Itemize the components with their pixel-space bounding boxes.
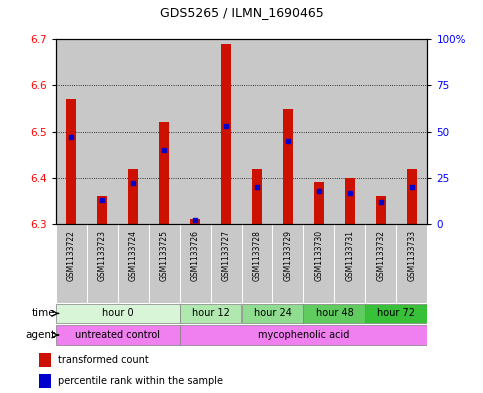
Bar (56, 224, 86, 303)
Text: hour 72: hour 72 (377, 309, 415, 318)
Text: hour 12: hour 12 (192, 309, 229, 318)
Bar (86, 39, 117, 224)
Bar (272, 39, 303, 224)
Bar (149, 39, 180, 224)
Bar (303, 39, 334, 224)
Bar (366, 39, 397, 224)
Bar (190, 219, 200, 224)
Text: GSM1133733: GSM1133733 (408, 230, 416, 281)
Text: hour 0: hour 0 (102, 309, 133, 318)
Text: GSM1133727: GSM1133727 (222, 230, 230, 281)
Text: GDS5265 / ILMN_1690465: GDS5265 / ILMN_1690465 (159, 6, 324, 19)
Bar (376, 196, 386, 224)
Text: transformed count: transformed count (58, 355, 149, 365)
Text: mycophenolic acid: mycophenolic acid (258, 330, 349, 340)
Text: GSM1133730: GSM1133730 (314, 230, 324, 281)
Bar (242, 39, 272, 224)
Bar (56, 39, 86, 224)
Bar (180, 304, 242, 323)
Bar (366, 304, 427, 323)
Text: GSM1133732: GSM1133732 (376, 230, 385, 281)
Bar (211, 224, 242, 303)
Text: hour 48: hour 48 (315, 309, 354, 318)
Bar (117, 39, 149, 224)
Bar (407, 169, 417, 224)
Text: agent: agent (26, 330, 56, 340)
Text: percentile rank within the sample: percentile rank within the sample (58, 376, 223, 386)
Bar (56, 304, 180, 323)
Bar (128, 169, 138, 224)
Bar (211, 39, 242, 224)
Bar (314, 182, 324, 224)
Text: GSM1133726: GSM1133726 (190, 230, 199, 281)
Bar (66, 99, 76, 224)
Bar (149, 224, 180, 303)
Bar (366, 224, 397, 303)
Bar (86, 224, 117, 303)
Bar (397, 224, 427, 303)
Bar (97, 196, 107, 224)
Text: GSM1133728: GSM1133728 (253, 230, 261, 281)
Text: GSM1133725: GSM1133725 (159, 230, 169, 281)
Bar (117, 224, 149, 303)
Text: GSM1133723: GSM1133723 (98, 230, 107, 281)
Text: hour 24: hour 24 (254, 309, 291, 318)
Bar (303, 224, 334, 303)
Text: untreated control: untreated control (75, 330, 160, 340)
Text: time: time (32, 309, 56, 318)
Bar (283, 108, 293, 224)
Bar (221, 44, 231, 224)
Bar (272, 224, 303, 303)
Bar (242, 304, 303, 323)
Bar (180, 325, 427, 345)
Text: GSM1133724: GSM1133724 (128, 230, 138, 281)
Bar (345, 178, 355, 224)
Bar (397, 39, 427, 224)
Bar (334, 39, 366, 224)
Text: GSM1133722: GSM1133722 (67, 230, 75, 281)
Text: GSM1133731: GSM1133731 (345, 230, 355, 281)
Bar (39, 374, 51, 388)
Bar (159, 123, 169, 224)
Bar (242, 224, 272, 303)
Bar (180, 224, 211, 303)
Text: GSM1133729: GSM1133729 (284, 230, 293, 281)
Bar (56, 325, 180, 345)
Bar (39, 353, 51, 367)
Bar (180, 39, 211, 224)
Bar (252, 169, 262, 224)
Bar (334, 224, 366, 303)
Bar (303, 304, 366, 323)
